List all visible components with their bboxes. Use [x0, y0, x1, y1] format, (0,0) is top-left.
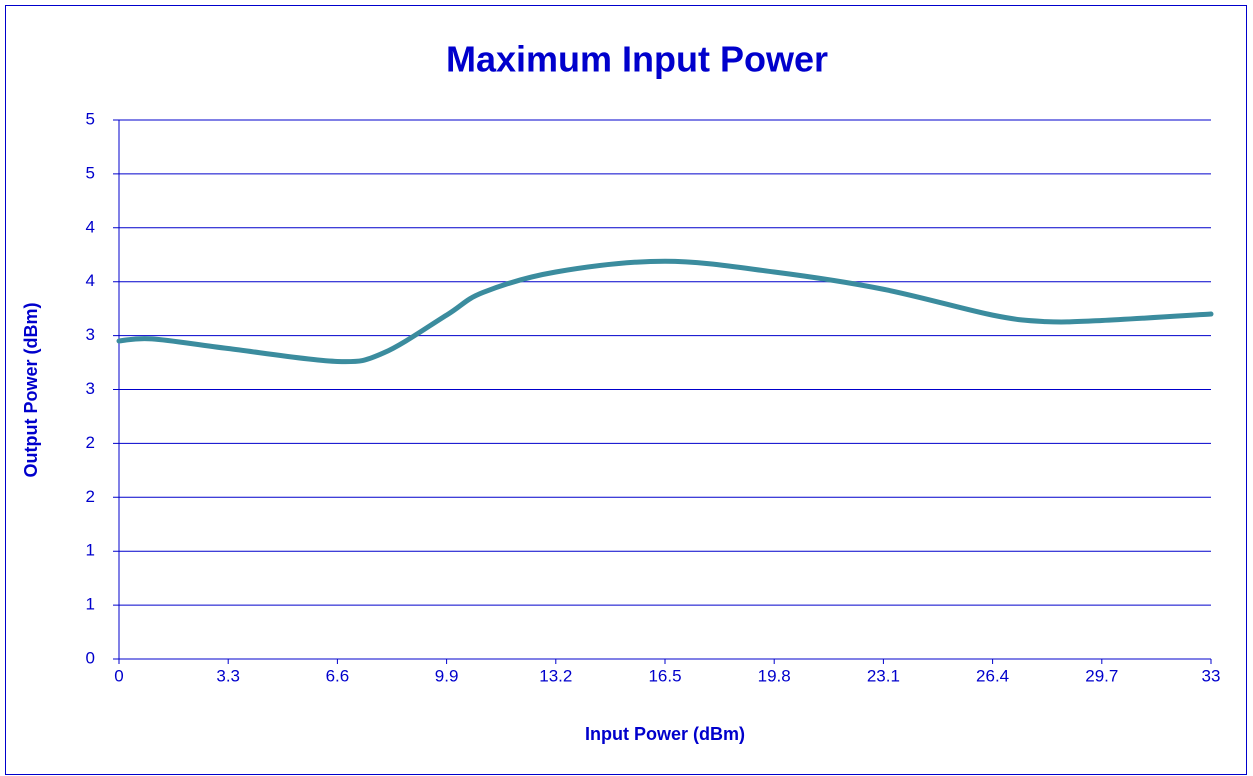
y-tick-label: 3 — [86, 325, 95, 344]
x-axis-label: Input Power (dBm) — [585, 724, 745, 744]
y-tick-label: 5 — [86, 163, 95, 182]
y-tick-label: 4 — [86, 271, 95, 290]
x-tick-label: 9.9 — [435, 666, 459, 685]
x-tick-label: 6.6 — [326, 666, 350, 685]
x-tick-label: 19.8 — [758, 666, 791, 685]
y-tick-label: 5 — [86, 109, 95, 128]
y-tick-label: 1 — [86, 595, 95, 614]
x-tick-label: 16.5 — [648, 666, 681, 685]
y-tick-label: 0 — [86, 648, 95, 667]
x-tick-label: 29.7 — [1085, 666, 1118, 685]
x-tick-label: 0 — [114, 666, 123, 685]
data-line — [116, 258, 1214, 365]
y-tick-label: 1 — [86, 541, 95, 560]
x-tick-label: 3.3 — [216, 666, 240, 685]
x-tick-label: 26.4 — [976, 666, 1009, 685]
y-tick-label: 3 — [86, 379, 95, 398]
y-tick-label: 2 — [86, 433, 95, 452]
x-tick-label: 23.1 — [867, 666, 900, 685]
x-tick-label: 33 — [1202, 666, 1221, 685]
chart-title: Maximum Input Power — [446, 39, 828, 80]
y-tick-label: 2 — [86, 487, 95, 506]
x-tick-label: 13.2 — [539, 666, 572, 685]
y-tick-label: 4 — [86, 217, 95, 236]
y-axis-label: Output Power (dBm) — [21, 303, 41, 478]
